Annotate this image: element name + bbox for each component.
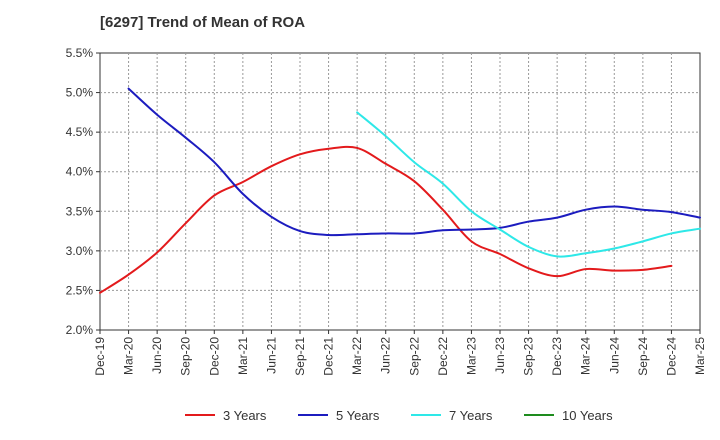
x-tick-label: Dec-20 bbox=[207, 337, 221, 376]
y-tick-label: 2.5% bbox=[66, 283, 94, 297]
x-tick-label: Sep-22 bbox=[407, 337, 421, 376]
legend-label-7-years: 7 Years bbox=[449, 408, 493, 423]
x-tick-label: Dec-24 bbox=[664, 337, 678, 376]
legend: 3 Years 5 Years 7 Years 10 Years bbox=[185, 408, 613, 423]
x-tick-label: Jun-24 bbox=[607, 337, 621, 374]
y-axis-ticks: 2.0% 2.5% 3.0% 3.5% 4.0% 4.5% 5.0% 5.5% bbox=[66, 46, 100, 337]
x-tick-label: Sep-21 bbox=[293, 337, 307, 376]
x-tick-label: Dec-23 bbox=[550, 337, 564, 376]
series-line-7-years bbox=[356, 111, 701, 258]
legend-label-10-years: 10 Years bbox=[562, 408, 613, 423]
plot-area bbox=[99, 52, 701, 331]
y-tick-label: 4.0% bbox=[66, 165, 94, 179]
x-tick-label: Jun-21 bbox=[264, 337, 278, 374]
x-tick-label: Mar-25 bbox=[693, 337, 707, 375]
x-tick-label: Sep-24 bbox=[636, 337, 650, 376]
series-lines bbox=[99, 87, 701, 294]
x-tick-label: Jun-20 bbox=[150, 337, 164, 374]
chart-title: [6297] Trend of Mean of ROA bbox=[100, 14, 306, 31]
x-tick-label: Mar-24 bbox=[579, 337, 593, 375]
x-tick-label: Dec-22 bbox=[436, 337, 450, 376]
x-tick-label: Dec-19 bbox=[93, 337, 107, 376]
x-axis-ticks: Dec-19 Mar-20 Jun-20 Sep-20 Dec-20 Mar-21 Jun-… bbox=[93, 330, 707, 376]
series-line-3-years bbox=[99, 145, 673, 294]
y-tick-label: 4.5% bbox=[66, 125, 94, 139]
x-tick-label: Jun-22 bbox=[379, 337, 393, 374]
y-tick-label: 5.5% bbox=[66, 46, 94, 60]
legend-label-5-years: 5 Years bbox=[336, 408, 380, 423]
x-tick-label: Sep-20 bbox=[179, 337, 193, 376]
x-tick-label: Mar-20 bbox=[122, 337, 136, 375]
y-tick-label: 5.0% bbox=[66, 86, 94, 100]
x-tick-label: Mar-23 bbox=[464, 337, 478, 375]
legend-label-3-years: 3 Years bbox=[223, 408, 267, 423]
x-tick-label: Sep-23 bbox=[522, 337, 536, 376]
y-tick-label: 3.0% bbox=[66, 244, 94, 258]
y-tick-label: 3.5% bbox=[66, 204, 94, 218]
x-tick-label: Jun-23 bbox=[493, 337, 507, 374]
y-tick-label: 2.0% bbox=[66, 323, 94, 337]
x-tick-label: Mar-22 bbox=[350, 337, 364, 375]
x-tick-label: Mar-21 bbox=[236, 337, 250, 375]
series-line-5-years bbox=[127, 87, 701, 237]
x-tick-label: Dec-21 bbox=[322, 337, 336, 376]
